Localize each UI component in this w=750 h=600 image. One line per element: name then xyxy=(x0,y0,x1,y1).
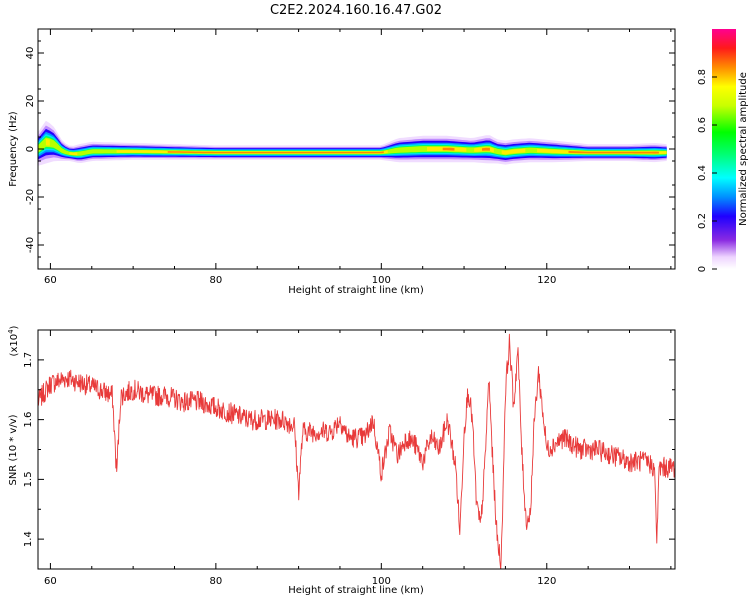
colorbar: 0 0.2 0.4 0.6 0.8 Normalized spectral amplit… xyxy=(697,29,749,272)
colorbar-tick-label: 0.8 xyxy=(697,69,708,85)
y-tick-label: 20 xyxy=(25,95,36,108)
x-tick-label: 120 xyxy=(537,275,556,286)
snr-y-multiplier: (x104) xyxy=(7,325,20,356)
x-tick-label: 100 xyxy=(372,576,391,587)
heatmap-band-8-3 xyxy=(568,150,659,154)
snr-y-label: SNR (10 * v/v) xyxy=(8,414,19,485)
y-tick-label: 1.4 xyxy=(23,531,34,547)
x-tick-label: 80 xyxy=(209,275,222,286)
y-tick-label: -20 xyxy=(25,189,36,205)
spectrogram-heatmap xyxy=(38,120,667,166)
x-tick-label: 60 xyxy=(44,275,57,286)
snr-ticks: 60 80 100 120 1.4 1.5 1.6 1.7 xyxy=(23,329,675,587)
figure-title: C2E2.2024.160.16.47.G02 xyxy=(270,3,442,18)
snr-x-label: Height of straight line (km) xyxy=(288,585,424,596)
y-tick-label: 40 xyxy=(25,47,36,60)
colorbar-ticks: 0 0.2 0.4 0.6 0.8 xyxy=(697,69,717,272)
colorbar-tick-label: 0 xyxy=(697,266,708,272)
snr-line-series xyxy=(38,333,675,569)
heatmap-band-7-5 xyxy=(501,148,526,155)
spectrogram-panel: 60 80 100 120 -40 -20 0 20 40 Height of straight… xyxy=(8,28,676,296)
y-tick-label: -40 xyxy=(25,237,36,253)
y-tick-label: 1.7 xyxy=(23,352,34,368)
snr-panel: 60 80 100 120 1.4 1.5 1.6 1.7 Height of straigh… xyxy=(7,325,676,596)
spectrogram-ticks: 60 80 100 120 -40 -20 0 20 40 xyxy=(25,29,675,286)
y-tick-label: 0 xyxy=(25,146,36,152)
colorbar-gradient xyxy=(712,29,736,269)
colorbar-tick-label: 0.2 xyxy=(697,213,708,229)
heatmap-band-7-0 xyxy=(45,139,50,146)
spectrogram-y-label: Frequency (Hz) xyxy=(8,111,19,187)
snr-trace xyxy=(38,333,675,569)
x-tick-label: 60 xyxy=(44,576,57,587)
heatmap-band-8-2 xyxy=(482,147,490,151)
heatmap-band-8-0 xyxy=(167,151,384,154)
x-tick-label: 100 xyxy=(372,275,391,286)
x-tick-label: 120 xyxy=(537,576,556,587)
heatmap-band-8-1 xyxy=(442,147,455,151)
colorbar-label: Normalized spectral amplitude xyxy=(738,72,749,226)
y-tick-label: 1.6 xyxy=(23,412,34,428)
colorbar-tick-label: 0.6 xyxy=(697,117,708,133)
spectrogram-x-label: Height of straight line (km) xyxy=(288,285,424,296)
colorbar-tick-label: 0.4 xyxy=(697,165,708,181)
heatmap-band-7-1 xyxy=(69,152,78,156)
x-tick-label: 80 xyxy=(209,576,222,587)
y-tick-label: 1.5 xyxy=(23,471,34,487)
